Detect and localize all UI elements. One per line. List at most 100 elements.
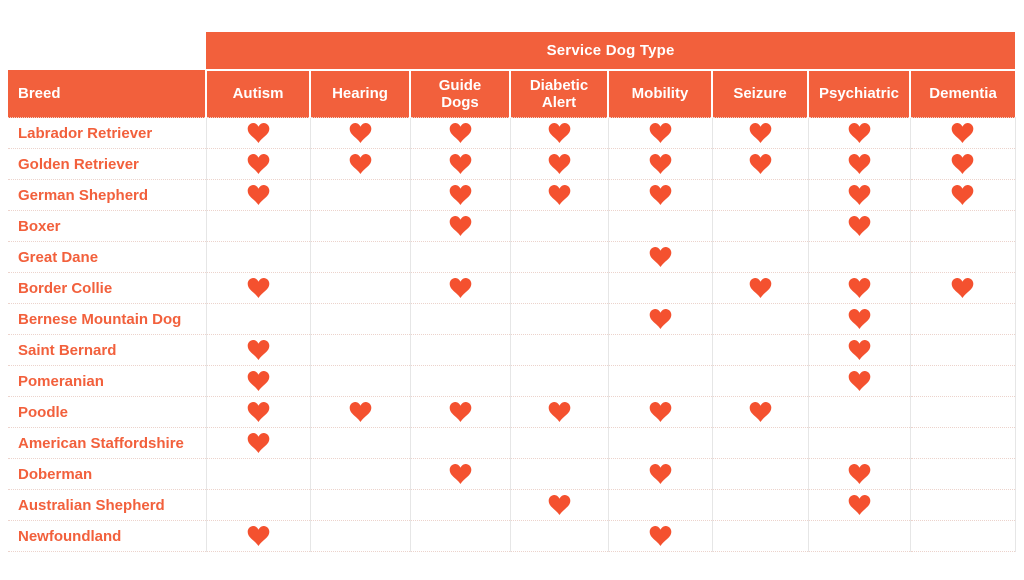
table-row-great-dane: Great Dane [8, 241, 1016, 273]
column-header-autism: Autism [205, 70, 310, 118]
table-row-boxer: Boxer [8, 210, 1016, 242]
matrix-cell-labrador-retriever-psychiatric [807, 117, 910, 149]
matrix-cell-bernese-mountain-dog-mobility [607, 303, 712, 335]
banner-row: Service Dog Type [8, 32, 1016, 71]
breed-name: Border Collie [8, 272, 206, 304]
table-row-newfoundland: Newfoundland [8, 520, 1016, 552]
matrix-cell-doberman-autism [205, 458, 310, 490]
matrix-cell-great-dane-dementia [909, 241, 1016, 273]
heart-icon [749, 402, 771, 422]
heart-icon [649, 247, 671, 267]
heart-icon [649, 154, 671, 174]
heart-icon [848, 371, 870, 391]
matrix-cell-newfoundland-autism [205, 520, 310, 552]
matrix-cell-border-collie-diabetic-alert [509, 272, 608, 304]
matrix-cell-doberman-diabetic-alert [509, 458, 608, 490]
table-row-german-shepherd: German Shepherd [8, 179, 1016, 211]
matrix-cell-saint-bernard-dementia [909, 334, 1016, 366]
heart-icon [951, 185, 974, 205]
matrix-cell-great-dane-psychiatric [807, 241, 910, 273]
matrix-cell-labrador-retriever-seizure [711, 117, 808, 149]
matrix-cell-golden-retriever-mobility [607, 148, 712, 180]
matrix-cell-pomeranian-guide-dogs [409, 365, 510, 397]
matrix-cell-labrador-retriever-autism [205, 117, 310, 149]
matrix-cell-poodle-mobility [607, 396, 712, 428]
heart-icon [548, 495, 570, 515]
matrix-cell-boxer-psychiatric [807, 210, 910, 242]
matrix-cell-great-dane-guide-dogs [409, 241, 510, 273]
heart-icon [449, 464, 471, 484]
heart-icon [649, 526, 671, 546]
heart-icon [548, 123, 570, 143]
matrix-cell-great-dane-seizure [711, 241, 808, 273]
matrix-cell-american-staffordshire-diabetic-alert [509, 427, 608, 459]
heart-icon [649, 402, 671, 422]
matrix-cell-bernese-mountain-dog-seizure [711, 303, 808, 335]
table-row-australian-shepherd: Australian Shepherd [8, 489, 1016, 521]
breed-name: American Staffordshire [8, 427, 206, 459]
matrix-cell-doberman-mobility [607, 458, 712, 490]
matrix-cell-great-dane-diabetic-alert [509, 241, 608, 273]
heart-icon [548, 185, 570, 205]
matrix-cell-pomeranian-autism [205, 365, 310, 397]
matrix-cell-labrador-retriever-mobility [607, 117, 712, 149]
heart-icon [449, 154, 471, 174]
matrix-cell-german-shepherd-seizure [711, 179, 808, 211]
heart-icon [848, 123, 870, 143]
breed-name: Newfoundland [8, 520, 206, 552]
heart-icon [247, 433, 269, 453]
matrix-cell-poodle-autism [205, 396, 310, 428]
matrix-cell-boxer-seizure [711, 210, 808, 242]
matrix-cell-labrador-retriever-guide-dogs [409, 117, 510, 149]
matrix-cell-golden-retriever-hearing [309, 148, 410, 180]
matrix-cell-poodle-seizure [711, 396, 808, 428]
heart-icon [449, 185, 471, 205]
matrix-cell-bernese-mountain-dog-hearing [309, 303, 410, 335]
breed-name: Doberman [8, 458, 206, 490]
breed-name: Boxer [8, 210, 206, 242]
matrix-cell-saint-bernard-diabetic-alert [509, 334, 608, 366]
matrix-cell-newfoundland-dementia [909, 520, 1016, 552]
matrix-cell-australian-shepherd-seizure [711, 489, 808, 521]
matrix-cell-doberman-seizure [711, 458, 808, 490]
matrix-cell-great-dane-hearing [309, 241, 410, 273]
matrix-cell-bernese-mountain-dog-dementia [909, 303, 1016, 335]
matrix-cell-pomeranian-diabetic-alert [509, 365, 608, 397]
matrix-cell-australian-shepherd-diabetic-alert [509, 489, 608, 521]
matrix-cell-newfoundland-hearing [309, 520, 410, 552]
matrix-cell-poodle-guide-dogs [409, 396, 510, 428]
breed-name: Poodle [8, 396, 206, 428]
breed-name: Saint Bernard [8, 334, 206, 366]
heart-icon [749, 278, 771, 298]
column-header-dementia: Dementia [908, 70, 1016, 118]
table-row-golden-retriever: Golden Retriever [8, 148, 1016, 180]
matrix-cell-american-staffordshire-mobility [607, 427, 712, 459]
matrix-cell-german-shepherd-dementia [909, 179, 1016, 211]
matrix-cell-german-shepherd-diabetic-alert [509, 179, 608, 211]
matrix-cell-american-staffordshire-dementia [909, 427, 1016, 459]
heart-icon [548, 154, 570, 174]
heart-icon [349, 402, 371, 422]
matrix-cell-american-staffordshire-hearing [309, 427, 410, 459]
matrix-cell-boxer-hearing [309, 210, 410, 242]
column-header-guide-dogs: Guide Dogs [409, 70, 510, 118]
breed-name: Australian Shepherd [8, 489, 206, 521]
matrix-cell-doberman-hearing [309, 458, 410, 490]
column-header-diabetic-alert: Diabetic Alert [509, 70, 608, 118]
heart-icon [449, 402, 471, 422]
table-row-labrador-retriever: Labrador Retriever [8, 117, 1016, 149]
table-row-pomeranian: Pomeranian [8, 365, 1016, 397]
breed-name: Golden Retriever [8, 148, 206, 180]
matrix-cell-american-staffordshire-psychiatric [807, 427, 910, 459]
heart-icon [449, 123, 471, 143]
matrix-cell-pomeranian-dementia [909, 365, 1016, 397]
heart-icon [848, 464, 870, 484]
matrix-cell-bernese-mountain-dog-autism [205, 303, 310, 335]
matrix-cell-newfoundland-seizure [711, 520, 808, 552]
heart-icon [951, 123, 974, 143]
heart-icon [749, 123, 771, 143]
column-header-row: Breed Autism Hearing Guide Dogs Diabetic Aler… [8, 70, 1016, 118]
matrix-cell-golden-retriever-autism [205, 148, 310, 180]
matrix-cell-newfoundland-diabetic-alert [509, 520, 608, 552]
matrix-cell-poodle-hearing [309, 396, 410, 428]
